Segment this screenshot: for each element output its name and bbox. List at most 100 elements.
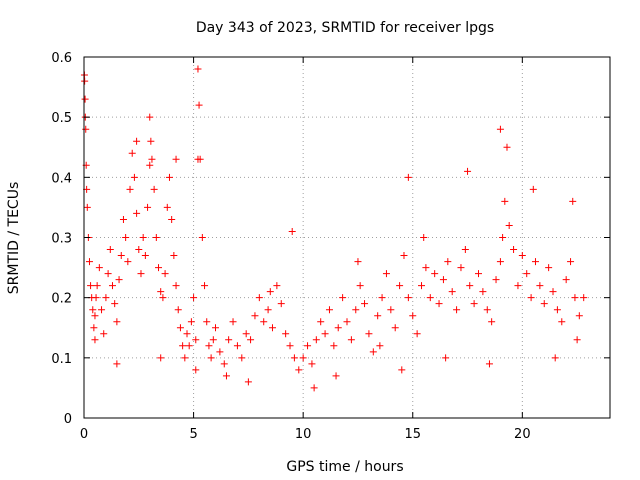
- data-point: [442, 354, 450, 362]
- data-point: [212, 324, 219, 332]
- data-point: [527, 294, 535, 302]
- data-point: [181, 354, 189, 362]
- data-point: [492, 276, 500, 284]
- data-point: [111, 300, 119, 308]
- chart-title: Day 343 of 2023, SRMTID for receiver lpg…: [196, 20, 494, 36]
- data-point: [126, 185, 134, 193]
- data-point: [273, 282, 281, 290]
- data-point: [192, 336, 200, 344]
- data-point: [115, 276, 123, 284]
- y-tick-label: 0.4: [51, 171, 72, 186]
- data-point: [299, 354, 307, 362]
- data-point: [98, 306, 106, 314]
- data-point: [317, 318, 325, 326]
- data-point: [374, 312, 382, 320]
- data-point: [295, 366, 303, 374]
- data-point: [536, 282, 544, 290]
- y-tick-label: 0.3: [51, 232, 72, 247]
- data-point: [567, 258, 575, 266]
- data-point: [157, 354, 165, 362]
- data-point: [251, 312, 259, 320]
- data-point: [264, 306, 272, 314]
- data-point: [282, 330, 290, 338]
- data-point: [562, 276, 570, 284]
- y-axis-title: SRMTID / TECUs: [6, 182, 22, 295]
- data-point: [81, 77, 89, 85]
- data-point: [192, 366, 200, 374]
- data-point: [426, 294, 434, 302]
- data-point: [398, 366, 406, 374]
- data-point: [404, 294, 412, 302]
- data-point: [391, 324, 399, 332]
- data-point: [209, 336, 217, 344]
- data-point: [122, 234, 130, 241]
- data-point: [255, 294, 263, 302]
- data-point: [205, 342, 213, 350]
- data-point: [233, 342, 241, 350]
- data-point: [529, 185, 537, 193]
- data-point: [194, 155, 202, 163]
- data-point: [343, 318, 351, 326]
- data-point: [523, 270, 531, 278]
- data-point: [545, 264, 553, 272]
- data-point: [133, 209, 141, 217]
- data-point: [418, 282, 426, 290]
- data-point: [312, 336, 320, 344]
- data-point: [404, 173, 412, 181]
- grid: [84, 57, 610, 418]
- data-point: [161, 270, 169, 278]
- data-point: [475, 270, 482, 278]
- data-point: [470, 300, 478, 308]
- data-point: [551, 354, 559, 362]
- y-ticks: 0 0.1 0.2 0.3 0.4 0.5 0.6: [51, 51, 610, 427]
- data-point: [147, 137, 155, 145]
- y-tick-label: 0: [64, 412, 72, 427]
- x-tick-label: 10: [295, 427, 312, 442]
- data-point: [376, 342, 384, 350]
- data-point: [91, 312, 99, 320]
- data-point: [229, 318, 237, 326]
- data-point: [457, 264, 465, 272]
- data-point: [580, 294, 588, 302]
- data-points: [80, 65, 588, 392]
- data-point: [163, 203, 171, 211]
- data-point: [168, 215, 176, 223]
- data-point: [106, 246, 114, 254]
- data-point: [558, 318, 566, 326]
- data-point: [496, 258, 504, 266]
- data-point: [499, 234, 507, 241]
- data-point: [488, 318, 496, 326]
- data-point: [225, 336, 233, 344]
- data-point: [573, 336, 581, 344]
- data-point: [242, 330, 250, 338]
- data-point: [365, 330, 373, 338]
- data-point: [361, 300, 369, 308]
- data-point: [104, 270, 112, 278]
- data-point: [466, 282, 474, 290]
- data-point: [409, 312, 417, 320]
- x-ticks: 0 5 10 15 20: [80, 57, 531, 442]
- data-point: [356, 282, 364, 290]
- data-point: [453, 306, 461, 314]
- data-point: [510, 246, 518, 254]
- data-point: [505, 221, 513, 229]
- data-point: [575, 312, 583, 320]
- data-point: [347, 336, 355, 344]
- data-point: [155, 264, 163, 272]
- data-point: [93, 282, 101, 290]
- data-point: [321, 330, 329, 338]
- data-point: [518, 252, 526, 260]
- data-point: [435, 300, 443, 308]
- data-point: [187, 318, 195, 326]
- data-point: [444, 258, 452, 266]
- data-point: [268, 324, 276, 332]
- data-point: [216, 348, 224, 356]
- x-tick-label: 15: [404, 427, 421, 442]
- data-point: [378, 294, 386, 302]
- data-point: [152, 234, 160, 241]
- data-point: [89, 306, 97, 314]
- data-point: [571, 294, 579, 302]
- data-point: [117, 252, 125, 260]
- x-tick-label: 0: [80, 427, 88, 442]
- data-point: [176, 324, 184, 332]
